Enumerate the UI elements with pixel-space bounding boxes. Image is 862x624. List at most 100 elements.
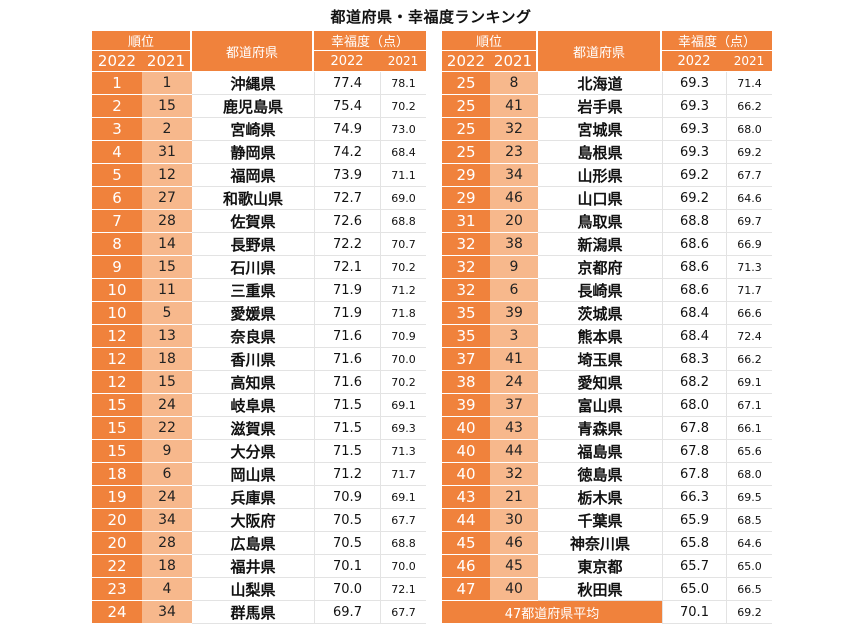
prefecture-cell: 岐阜県: [192, 394, 314, 417]
prefecture-cell: 徳島県: [538, 463, 662, 486]
score-2022-cell: 65.8: [662, 532, 726, 555]
score-2022-cell: 69.3: [662, 95, 726, 118]
rank-2021-cell: 11: [142, 279, 192, 302]
rank-2022-cell: 46: [442, 555, 490, 578]
score-2021-cell: 70.2: [380, 95, 426, 118]
rank-2022-cell: 29: [442, 187, 490, 210]
score-2021-header: 2021: [380, 51, 426, 72]
score-2021-cell: 71.8: [380, 302, 426, 325]
rank-2021-cell: 8: [490, 72, 538, 95]
score-2022-cell: 70.5: [314, 532, 380, 555]
score-2022-cell: 70.5: [314, 509, 380, 532]
rank-2022-cell: 10: [92, 302, 142, 325]
prefecture-cell: 愛知県: [538, 371, 662, 394]
rank-2022-cell: 15: [92, 417, 142, 440]
score-2022-cell: 72.6: [314, 210, 380, 233]
score-2022-cell: 68.6: [662, 233, 726, 256]
prefecture-header: 都道府県: [538, 31, 662, 72]
rank-2022-cell: 24: [92, 601, 142, 624]
table-row: 8 14 長野県 72.2 70.7: [92, 233, 426, 256]
score-2022-cell: 68.0: [662, 394, 726, 417]
rank-2021-cell: 15: [142, 95, 192, 118]
rank-2021-cell: 31: [142, 141, 192, 164]
prefecture-cell: 沖縄県: [192, 72, 314, 95]
rank-2021-cell: 6: [490, 279, 538, 302]
score-2022-cell: 67.8: [662, 463, 726, 486]
score-2021-cell: 70.7: [380, 233, 426, 256]
rank-2022-cell: 40: [442, 440, 490, 463]
rank-2021-cell: 41: [490, 95, 538, 118]
score-2022-cell: 69.2: [662, 164, 726, 187]
table-row: 39 37 富山県 68.0 67.1: [442, 394, 772, 417]
prefecture-cell: 熊本県: [538, 325, 662, 348]
score-2021-cell: 65.6: [726, 440, 772, 463]
prefecture-cell: 愛媛県: [192, 302, 314, 325]
score-2021-cell: 67.7: [380, 509, 426, 532]
rank-2021-cell: 14: [142, 233, 192, 256]
prefecture-cell: 北海道: [538, 72, 662, 95]
prefecture-cell: 和歌山県: [192, 187, 314, 210]
score-2021-cell: 67.1: [726, 394, 772, 417]
table-row: 37 41 埼玉県 68.3 66.2: [442, 348, 772, 371]
score-2022-cell: 68.8: [662, 210, 726, 233]
score-2021-cell: 68.8: [380, 210, 426, 233]
table-row: 20 34 大阪府 70.5 67.7: [92, 509, 426, 532]
table-row: 10 11 三重県 71.9 71.2: [92, 279, 426, 302]
score-2022-cell: 73.9: [314, 164, 380, 187]
table-row: 32 6 長崎県 68.6 71.7: [442, 279, 772, 302]
score-2022-cell: 69.2: [662, 187, 726, 210]
table-row: 43 21 栃木県 66.3 69.5: [442, 486, 772, 509]
table-row: 15 9 大分県 71.5 71.3: [92, 440, 426, 463]
score-2021-cell: 66.5: [726, 578, 772, 601]
rank-2022-cell: 45: [442, 532, 490, 555]
table-row: 18 6 岡山県 71.2 71.7: [92, 463, 426, 486]
table-row: 24 34 群馬県 69.7 67.7: [92, 601, 426, 624]
prefecture-cell: 香川県: [192, 348, 314, 371]
rank-2022-cell: 40: [442, 417, 490, 440]
score-2021-cell: 70.0: [380, 555, 426, 578]
score-2022-cell: 65.9: [662, 509, 726, 532]
table-row: 46 45 東京都 65.7 65.0: [442, 555, 772, 578]
score-2022-cell: 69.7: [314, 601, 380, 624]
score-2022-cell: 68.3: [662, 348, 726, 371]
score-2022-cell: 70.1: [314, 555, 380, 578]
rank-2022-cell: 3: [92, 118, 142, 141]
average-label: 47都道府県平均: [442, 601, 662, 624]
table-row: 1 1 沖縄県 77.4 78.1: [92, 72, 426, 95]
prefecture-cell: 佐賀県: [192, 210, 314, 233]
rank-2022-cell: 35: [442, 325, 490, 348]
prefecture-cell: 福井県: [192, 555, 314, 578]
rank-2022-cell: 25: [442, 72, 490, 95]
prefecture-cell: 奈良県: [192, 325, 314, 348]
table-row: 40 32 徳島県 67.8 68.0: [442, 463, 772, 486]
rank-2021-cell: 34: [490, 164, 538, 187]
rank-2021-cell: 9: [490, 256, 538, 279]
prefecture-cell: 岡山県: [192, 463, 314, 486]
rank-2021-header: 2021: [142, 51, 192, 72]
table-row: 25 32 宮城県 69.3 68.0: [442, 118, 772, 141]
score-2022-cell: 69.3: [662, 141, 726, 164]
prefecture-cell: 新潟県: [538, 233, 662, 256]
prefecture-cell: 福岡県: [192, 164, 314, 187]
rank-2021-cell: 40: [490, 578, 538, 601]
rank-2021-cell: 28: [142, 210, 192, 233]
prefecture-cell: 茨城県: [538, 302, 662, 325]
rank-2022-cell: 32: [442, 256, 490, 279]
prefecture-cell: 神奈川県: [538, 532, 662, 555]
rank-2021-cell: 18: [142, 555, 192, 578]
score-2021-cell: 66.2: [726, 95, 772, 118]
prefecture-cell: 鳥取県: [538, 210, 662, 233]
score-2021-cell: 71.3: [380, 440, 426, 463]
rank-2022-cell: 37: [442, 348, 490, 371]
rank-2022-cell: 20: [92, 532, 142, 555]
score-2022-cell: 71.2: [314, 463, 380, 486]
score-2022-cell: 72.1: [314, 256, 380, 279]
rank-2022-cell: 8: [92, 233, 142, 256]
score-2021-cell: 71.2: [380, 279, 426, 302]
table-row: 29 46 山口県 69.2 64.6: [442, 187, 772, 210]
score-2021-cell: 68.8: [380, 532, 426, 555]
table-row: 35 3 熊本県 68.4 72.4: [442, 325, 772, 348]
rank-2022-cell: 32: [442, 233, 490, 256]
score-2022-cell: 74.9: [314, 118, 380, 141]
prefecture-cell: 島根県: [538, 141, 662, 164]
